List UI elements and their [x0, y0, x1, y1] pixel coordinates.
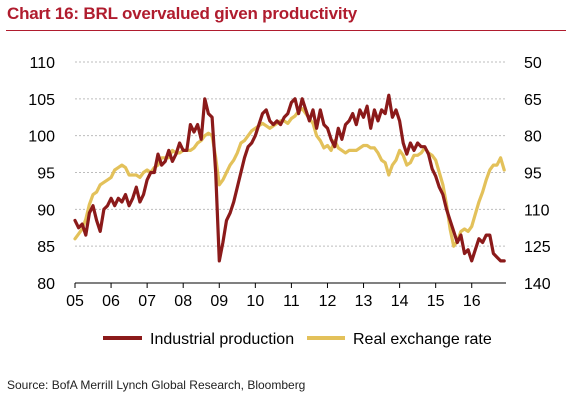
x-tick-label: 12 [319, 293, 337, 310]
right-axis-ticks: 50 65 80 95 110 125 140 [524, 55, 551, 293]
title-divider [6, 30, 566, 31]
legend-item-real-exchange-rate: Real exchange rate [353, 331, 492, 348]
y-left-tick-label: 90 [37, 202, 55, 219]
left-axis-ticks: 80 85 90 95 100 105 110 [28, 55, 55, 293]
source-note: Source: BofA Merrill Lynch Global Resear… [7, 378, 306, 392]
y-right-tick-label: 125 [524, 239, 551, 256]
x-tick-label: 11 [283, 293, 300, 310]
x-tick-label: 14 [391, 293, 409, 310]
x-tick-label: 15 [427, 293, 445, 310]
x-tick-label: 05 [66, 293, 84, 310]
y-right-tick-label: 95 [524, 166, 542, 183]
legend-item-industrial-production: Industrial production [150, 331, 294, 348]
industrial-production-line [73, 93, 506, 263]
y-right-tick-label: 65 [524, 92, 542, 109]
x-tick-label: 10 [246, 293, 264, 310]
y-left-tick-label: 85 [37, 239, 55, 256]
x-tick-label: 07 [138, 293, 156, 310]
x-tick-label: 16 [463, 293, 481, 310]
line-chart: 80 85 90 95 100 105 110 50 65 80 95 110 125 140 05 06… [28, 55, 551, 348]
gridlines [75, 61, 506, 247]
y-left-tick-label: 105 [28, 92, 55, 109]
x-tick-label: 09 [210, 293, 228, 310]
y-right-tick-label: 50 [524, 55, 542, 72]
y-left-tick-label: 110 [29, 55, 55, 72]
y-right-tick-label: 140 [524, 276, 551, 293]
legend: Industrial production Real exchange rate [103, 331, 492, 348]
x-tick-label: 13 [355, 293, 373, 310]
real-exchange-rate-line [73, 107, 506, 248]
y-left-tick-label: 95 [37, 166, 55, 183]
x-tick-label: 08 [174, 293, 192, 310]
y-right-tick-label: 80 [524, 129, 542, 146]
y-left-tick-label: 100 [28, 129, 55, 146]
y-left-tick-label: 80 [37, 276, 55, 293]
series-lines [73, 93, 506, 263]
x-axis-ticks: 05 06 07 08 09 10 11 12 13 14 15 16 [66, 283, 481, 310]
chart-title: Chart 16: BRL overvalued given productiv… [7, 4, 358, 23]
y-right-tick-label: 110 [524, 202, 550, 219]
x-tick-label: 06 [102, 293, 120, 310]
